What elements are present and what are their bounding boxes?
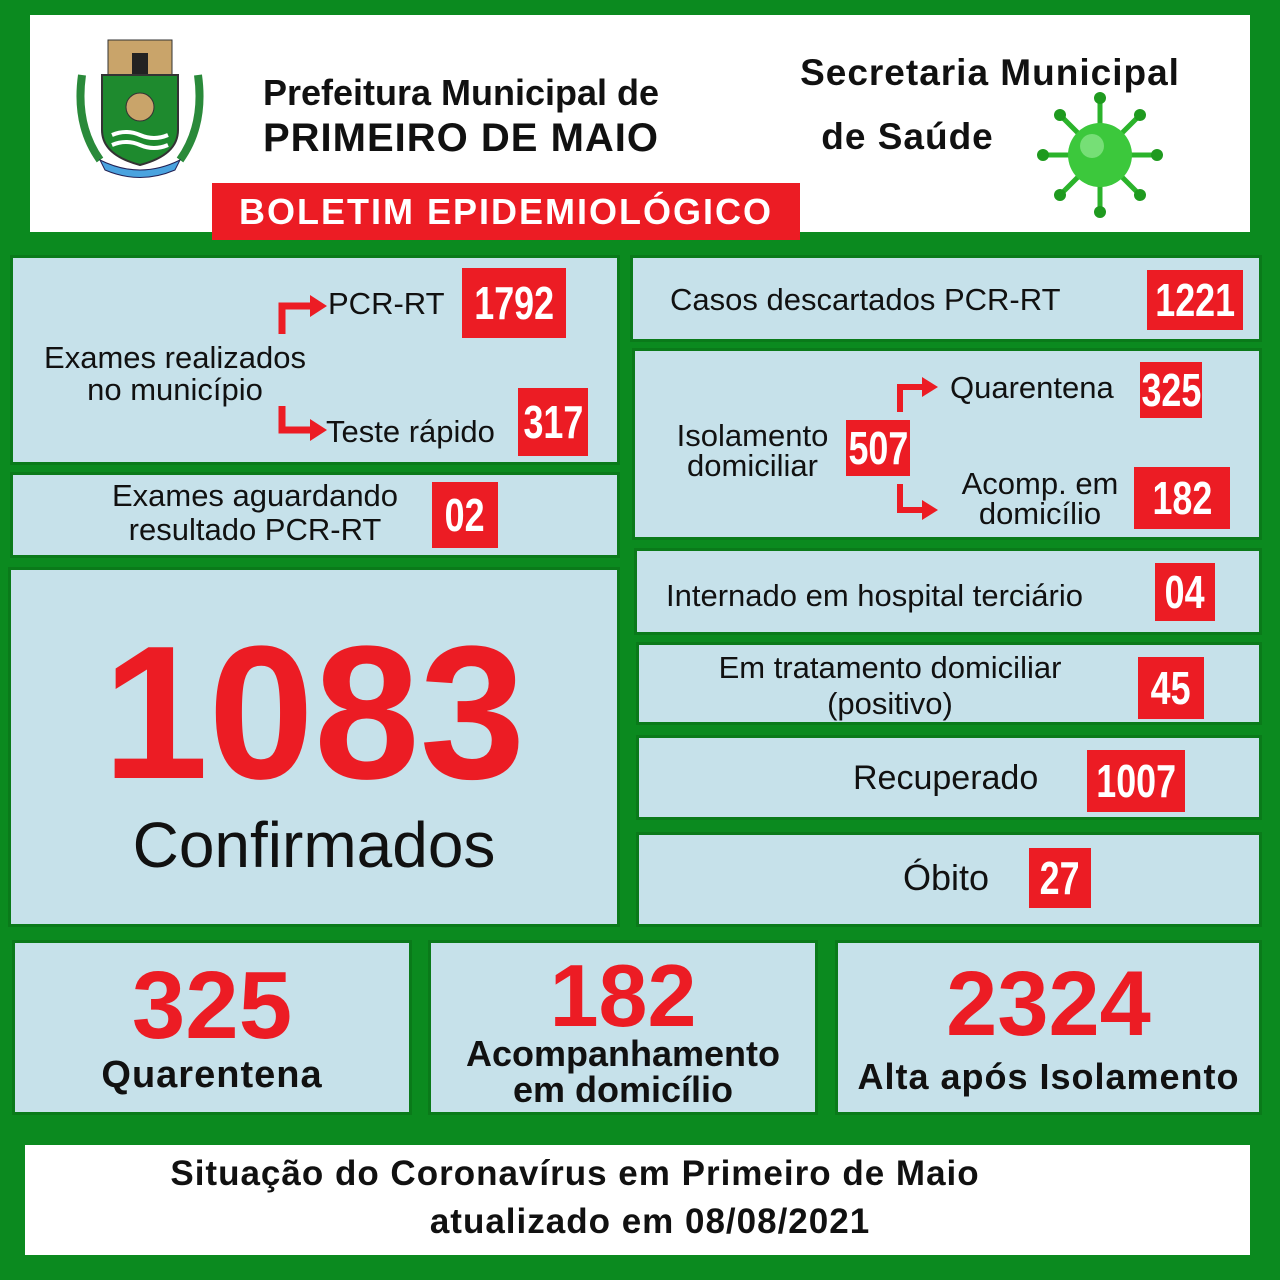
bulletin-banner: BOLETIM EPIDEMIOLÓGICO — [212, 183, 800, 240]
summary-alta-label: Alta após Isolamento — [857, 1056, 1240, 1097]
summary-acomp-value: 182 — [549, 946, 697, 1045]
summary-quarentena-panel — [12, 940, 412, 1115]
summary-acomp-label-2: em domicílio — [512, 1069, 734, 1110]
tratamento-label-1: Em tratamento domiciliar — [718, 650, 1062, 685]
descartados-value: 1221 — [1147, 270, 1243, 330]
confirmados-value: 1083 — [102, 607, 526, 819]
summary-acomp-panel — [428, 940, 818, 1115]
header-line1: Prefeitura Municipal de — [262, 72, 660, 113]
quarentena-label: Quarentena — [950, 370, 1114, 405]
isolamento-arrow-icons — [897, 377, 938, 520]
exames-label-2: no município — [87, 372, 263, 407]
aguardando-label-2: resultado PCR-RT — [128, 512, 382, 547]
obito-panel — [636, 832, 1262, 927]
footer — [25, 1145, 1250, 1255]
confirmados-panel — [8, 567, 620, 927]
exames-label-1: Exames realizados — [44, 340, 306, 375]
acomp-label-2: domicílio — [978, 496, 1102, 531]
tratamento-label-2: (positivo) — [827, 686, 953, 721]
summary-acomp-label-1: Acompanhamento — [465, 1033, 781, 1074]
pcr-label: PCR-RT — [328, 286, 445, 321]
acomp-label-1: Acomp. em — [961, 466, 1119, 501]
aguardando-label-1: Exames aguardando — [111, 478, 399, 513]
quarentena-value: 325 — [1140, 362, 1202, 418]
secretaria-line2: de Saúde — [821, 116, 994, 157]
isolamento-label-1: Isolamento — [676, 418, 829, 453]
header-line2: PRIMEIRO DE MAIO — [262, 116, 660, 160]
internado-label: Internado em hospital terciário — [666, 578, 1084, 613]
footer-line2: atualizado em 08/08/2021 — [429, 1202, 871, 1241]
obito-label: Óbito — [903, 857, 990, 898]
summary-alta-value: 2324 — [946, 953, 1151, 1055]
summary-alta-panel — [835, 940, 1262, 1115]
municipal-coat-of-arms-logo — [76, 39, 204, 178]
acomp-value: 182 — [1134, 467, 1230, 529]
aguardando-value: 02 — [432, 482, 498, 548]
isolamento-value: 507 — [846, 420, 910, 476]
aguardando-panel — [10, 472, 620, 558]
virus-icon — [1037, 92, 1163, 218]
obito-value: 27 — [1029, 848, 1091, 908]
secretaria-line1: Secretaria Municipal — [800, 52, 1180, 93]
isolamento-label-2: domiciliar — [687, 448, 818, 483]
internado-value: 04 — [1155, 563, 1215, 621]
confirmados-label: Confirmados — [132, 809, 496, 881]
recuperado-label: Recuperado — [853, 759, 1039, 797]
arrow-icons — [278, 295, 327, 441]
recuperado-value: 1007 — [1087, 750, 1185, 812]
tratamento-value: 45 — [1138, 657, 1204, 719]
summary-quarentena-value: 325 — [131, 952, 293, 1059]
pcr-value: 1792 — [462, 268, 566, 338]
footer-line1: Situação do Coronavírus em Primeiro de M… — [170, 1154, 980, 1193]
teste-rapido-value: 317 — [518, 388, 588, 456]
teste-rapido-label: Teste rápido — [326, 414, 495, 449]
bulletin-title: BOLETIM EPIDEMIOLÓGICO — [238, 190, 773, 232]
summary-quarentena-label: Quarentena — [101, 1054, 323, 1096]
descartados-label: Casos descartados PCR-RT — [670, 282, 1061, 317]
